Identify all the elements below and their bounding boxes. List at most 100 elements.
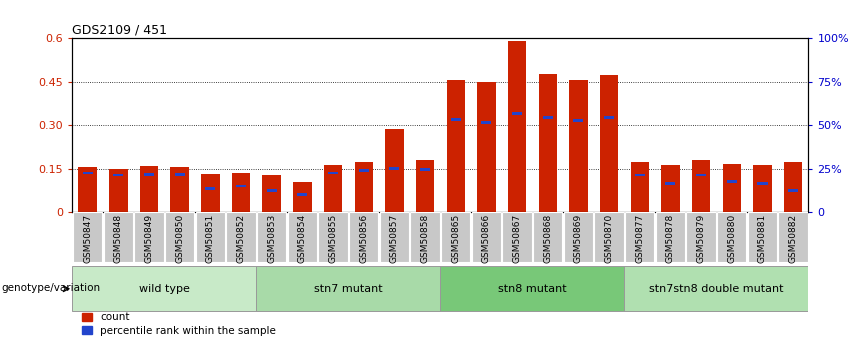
Text: GSM50850: GSM50850	[175, 214, 184, 263]
Bar	[625, 266, 808, 312]
Bar	[471, 212, 501, 262]
Text: GSM50869: GSM50869	[574, 214, 583, 263]
Bar	[594, 212, 624, 262]
Text: GSM50868: GSM50868	[543, 214, 552, 263]
Bar	[722, 164, 741, 212]
Text: GSM50851: GSM50851	[206, 214, 214, 263]
Bar	[788, 189, 798, 192]
Text: GSM50882: GSM50882	[789, 214, 797, 263]
Bar	[256, 266, 440, 312]
Bar	[656, 212, 685, 262]
Text: GSM50881: GSM50881	[758, 214, 767, 263]
Bar	[574, 119, 584, 122]
Bar	[236, 185, 246, 187]
Bar	[355, 162, 373, 212]
Bar	[635, 174, 645, 176]
Text: GSM50867: GSM50867	[512, 214, 522, 263]
Bar	[420, 168, 430, 171]
Bar	[73, 212, 102, 262]
Bar	[748, 212, 777, 262]
Bar	[482, 121, 492, 124]
Text: stn7 mutant: stn7 mutant	[314, 284, 383, 294]
Bar	[72, 266, 256, 312]
Legend: count, percentile rank within the sample: count, percentile rank within the sample	[77, 308, 281, 340]
Bar	[380, 212, 409, 262]
Bar	[196, 212, 225, 262]
Bar	[358, 169, 368, 171]
Bar	[696, 174, 706, 176]
Bar	[266, 189, 277, 192]
Bar	[140, 166, 158, 212]
Text: GSM50854: GSM50854	[298, 214, 307, 263]
Bar	[512, 112, 523, 115]
Text: GSM50852: GSM50852	[237, 214, 246, 263]
Bar	[543, 116, 553, 119]
Bar	[293, 182, 311, 212]
Bar	[665, 182, 676, 185]
Bar	[447, 80, 465, 212]
Bar	[477, 81, 495, 212]
Text: GSM50857: GSM50857	[390, 214, 399, 263]
Text: stn7stn8 double mutant: stn7stn8 double mutant	[649, 284, 784, 294]
Bar	[262, 175, 281, 212]
Bar	[324, 165, 342, 212]
Bar	[165, 212, 194, 262]
Bar	[687, 212, 716, 262]
Bar	[231, 173, 250, 212]
Text: genotype/variation: genotype/variation	[2, 283, 100, 293]
Bar	[502, 212, 532, 262]
Text: GSM50858: GSM50858	[420, 214, 430, 263]
Text: GSM50853: GSM50853	[267, 214, 277, 263]
Bar	[569, 80, 587, 212]
Bar	[451, 118, 460, 121]
Text: GSM50879: GSM50879	[697, 214, 705, 263]
Bar	[727, 180, 737, 183]
Text: GDS2109 / 451: GDS2109 / 451	[72, 24, 168, 37]
Bar	[257, 212, 287, 262]
Text: GSM50870: GSM50870	[604, 214, 614, 263]
Bar	[389, 167, 399, 170]
Bar	[109, 169, 128, 212]
Bar	[288, 212, 317, 262]
Bar	[753, 165, 772, 212]
Bar	[533, 212, 563, 262]
Text: GSM50866: GSM50866	[482, 214, 491, 263]
Text: GSM50849: GSM50849	[145, 214, 153, 263]
Bar	[201, 174, 220, 212]
Bar	[757, 182, 768, 185]
Bar	[226, 212, 256, 262]
Bar	[631, 162, 649, 212]
Bar	[297, 193, 307, 196]
Bar	[784, 162, 802, 212]
Bar	[83, 171, 93, 175]
Text: GSM50880: GSM50880	[728, 214, 736, 263]
Bar	[104, 212, 133, 262]
Text: GSM50856: GSM50856	[359, 214, 368, 263]
Text: wild type: wild type	[139, 284, 190, 294]
Bar	[779, 212, 808, 262]
Bar	[144, 173, 154, 176]
Bar	[717, 212, 746, 262]
Bar	[440, 266, 625, 312]
Bar	[539, 74, 557, 212]
Text: GSM50855: GSM50855	[328, 214, 338, 263]
Bar	[170, 167, 189, 212]
Bar	[349, 212, 379, 262]
Bar	[416, 160, 434, 212]
Bar	[563, 212, 593, 262]
Bar	[661, 165, 680, 212]
Bar	[600, 75, 619, 212]
Bar	[386, 129, 403, 212]
Text: GSM50877: GSM50877	[635, 214, 644, 263]
Bar	[508, 41, 526, 212]
Text: GSM50848: GSM50848	[114, 214, 123, 263]
Bar	[113, 174, 123, 176]
Bar	[134, 212, 163, 262]
Text: GSM50878: GSM50878	[666, 214, 675, 263]
Text: stn8 mutant: stn8 mutant	[498, 284, 567, 294]
Bar	[318, 212, 348, 262]
Bar	[692, 160, 711, 212]
Bar	[205, 187, 215, 190]
Bar	[174, 173, 185, 176]
Bar	[604, 116, 614, 119]
